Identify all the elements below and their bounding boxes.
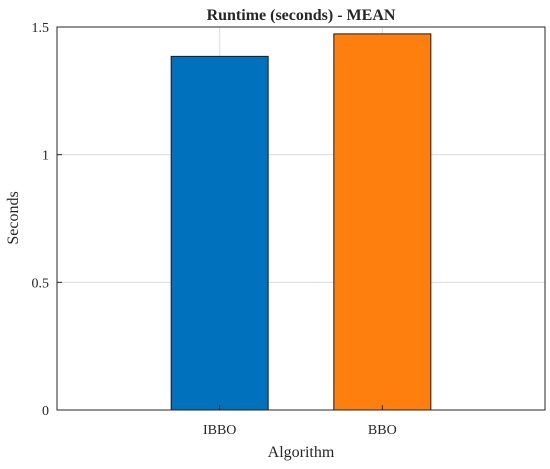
bar-bbo	[333, 33, 432, 411]
x-ticks: IBBO BBO	[203, 405, 397, 438]
bars	[170, 33, 432, 411]
y-tick-label: 0.5	[32, 276, 50, 291]
plot-frame	[56, 26, 546, 411]
bar-ibbo	[170, 55, 269, 411]
y-tick-label: 1	[42, 149, 49, 164]
y-tick-label: 0	[42, 404, 49, 419]
y-ticks: 0 0.5 1 1.5	[32, 21, 62, 419]
chart-title: Runtime (seconds) - MEAN	[207, 7, 396, 24]
plot-background	[57, 27, 545, 410]
y-axis-label: Seconds	[5, 191, 22, 244]
x-axis-label: Algorithm	[268, 444, 335, 461]
x-tick-label: IBBO	[203, 423, 236, 438]
y-tick-label: 1.5	[32, 21, 50, 36]
x-tick-label: BBO	[368, 423, 397, 438]
